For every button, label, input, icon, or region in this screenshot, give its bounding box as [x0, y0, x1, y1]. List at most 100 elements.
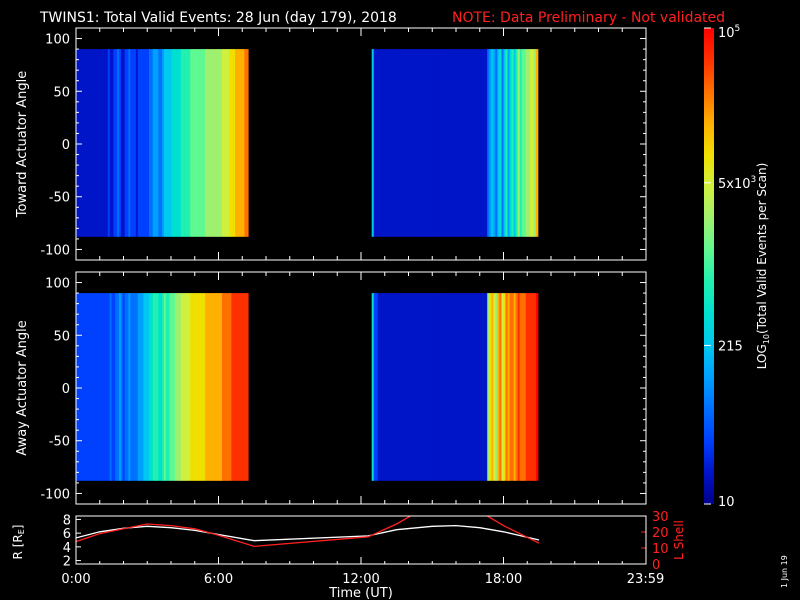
heatmap-cell [535, 293, 539, 481]
heatmap-cell [485, 293, 488, 481]
heatmap-cell [408, 293, 411, 481]
heatmap-cell [92, 293, 96, 481]
heatmap-cell [391, 49, 395, 237]
heatmap-cell [160, 293, 163, 481]
heatmap-cell [162, 293, 165, 481]
heatmap-cell [242, 293, 245, 481]
heatmap-cell [450, 49, 454, 237]
time-tick-label: 0:00 [61, 572, 90, 587]
heatmap-cell [489, 49, 492, 237]
heatmap-cell [464, 49, 468, 237]
heatmap-cell [406, 49, 409, 237]
heatmap-cell [76, 293, 79, 481]
heatmap-cell [527, 293, 531, 481]
heatmap-cell [400, 49, 403, 237]
heatmap-cell [456, 293, 460, 481]
heatmap-cell [210, 49, 214, 237]
heatmap-cell [424, 49, 427, 237]
heatmap-cell [240, 49, 243, 237]
heatmap-cell [126, 293, 129, 481]
heatmap-cell [412, 293, 415, 481]
heatmap-cell [398, 49, 401, 237]
y-tick-label: -50 [49, 435, 70, 450]
heatmap-cell [509, 293, 512, 481]
heatmap-cell [98, 293, 101, 481]
heatmap-cell [469, 49, 472, 237]
heatmap-cell [404, 49, 407, 237]
heatmap-cell [235, 49, 238, 237]
heatmap-cell [193, 293, 197, 481]
y-tick-label: 0 [62, 138, 70, 153]
heatmap-cell [207, 49, 210, 237]
heatmap-cell [212, 293, 215, 481]
away-panel-frame [75, 271, 647, 505]
heatmap-cell [169, 293, 172, 481]
heatmap-cell [373, 49, 377, 237]
heatmap-cell [128, 49, 131, 237]
heatmap-cell [227, 49, 230, 237]
heatmap-cell [89, 293, 92, 481]
r-label-sub: E [17, 529, 26, 534]
heatmap-cell [412, 49, 415, 237]
heatmap-cell [79, 49, 83, 237]
heatmap-cell [373, 293, 377, 481]
heatmap-cell [208, 49, 212, 237]
heatmap-cell [83, 293, 86, 481]
heatmap-cell [87, 293, 90, 481]
heatmap-cell [521, 293, 525, 481]
heatmap-cell [214, 293, 217, 481]
heatmap-cell [505, 293, 508, 481]
heatmap-cell [379, 293, 383, 481]
heatmap-cell [223, 293, 227, 481]
heatmap-cell [167, 49, 170, 237]
heatmap-cell [452, 293, 456, 481]
heatmap-cell [195, 49, 199, 237]
heatmap-cell [371, 293, 375, 481]
heatmap-cell [143, 293, 146, 481]
heatmap-cell [426, 293, 429, 481]
heatmap-cell [107, 49, 111, 237]
colorbar-label-rest: (Total Valid Events per Scan) [755, 163, 769, 334]
heatmap-cell [404, 293, 407, 481]
heatmap-cell [385, 293, 389, 481]
heatmap-cell [130, 293, 133, 481]
heatmap-cell [410, 293, 413, 481]
heatmap-cell [96, 49, 99, 237]
heatmap-cell [424, 293, 427, 481]
heatmap-cell [396, 49, 399, 237]
heatmap-cell [377, 49, 381, 237]
heatmap-cell [483, 293, 486, 481]
heatmap-cell [171, 293, 174, 481]
heatmap-cell [438, 293, 442, 481]
y-tick-label: -50 [49, 191, 70, 206]
heatmap-cell [440, 293, 444, 481]
heatmap-cell [98, 49, 101, 237]
heatmap-cell [477, 293, 480, 481]
heatmap-cell [533, 49, 537, 237]
heatmap-cell [432, 293, 435, 481]
heatmap-cell [156, 293, 159, 481]
heatmap-cell [220, 293, 223, 481]
heatmap-cell [432, 49, 435, 237]
heatmap-cell [162, 49, 165, 237]
heatmap-cell [481, 49, 484, 237]
heatmap-cell [205, 293, 208, 481]
toward-heatmap-panel: 100 50 0 -50 -100 [40, 28, 647, 260]
heatmap-cell [104, 293, 107, 481]
heatmap-cell [225, 293, 228, 481]
time-tick-label: 18:00 [485, 572, 522, 587]
heatmap-cell [379, 49, 383, 237]
heatmap-cell [107, 293, 111, 481]
heatmap-cell [120, 293, 124, 481]
heatmap-cell [513, 293, 517, 481]
heatmap-cell [240, 293, 243, 481]
heatmap-cell [420, 49, 423, 237]
heatmap-cell [503, 49, 506, 237]
heatmap-cell [186, 293, 189, 481]
heatmap-cell [197, 293, 200, 481]
heatmap-cell [517, 49, 521, 237]
heatmap-cell [177, 293, 180, 481]
heatmap-cell [203, 49, 206, 237]
